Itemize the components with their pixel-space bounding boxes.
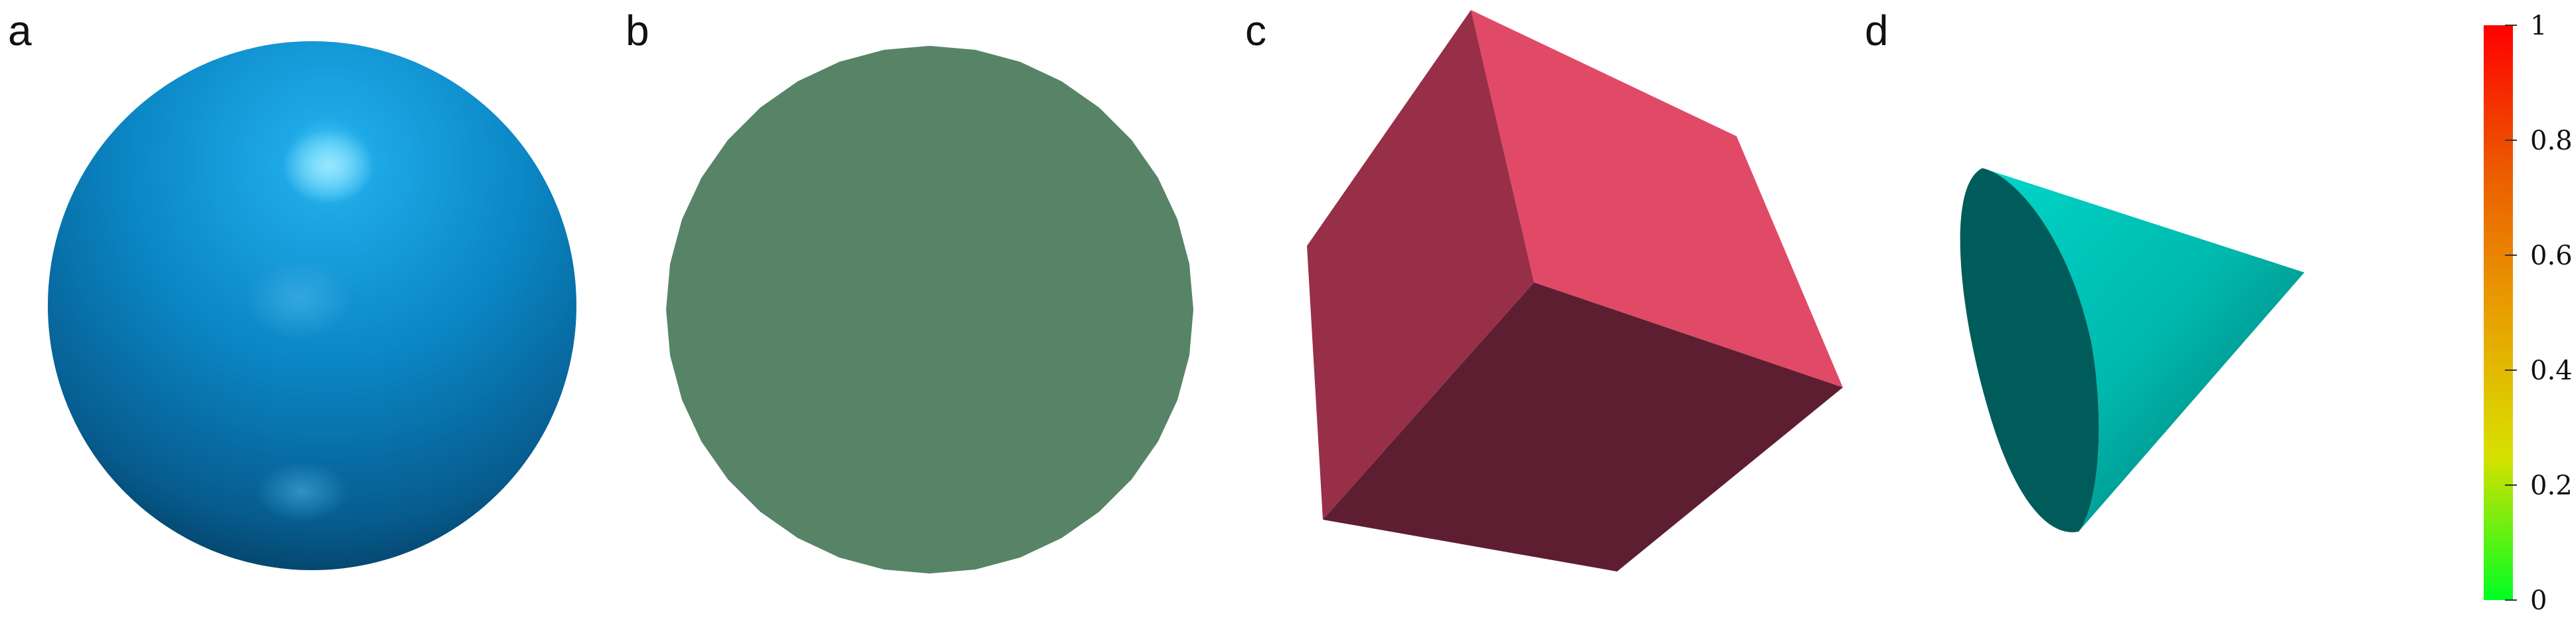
colorbar-tick-label: 0.2 [2530,470,2573,501]
colorbar-tick-label: 0.6 [2530,241,2573,271]
panel-label-b: b [626,7,649,54]
colorbar-tick-label: 0 [2530,585,2547,616]
colorbar-tick-label: 0.4 [2530,356,2573,386]
cone-side [1982,168,2304,532]
polygon-disc [666,46,1193,573]
sphere-reflection [256,462,349,522]
panel-b: b [626,7,1193,573]
panel-c: c [1245,7,1843,571]
panel-label-a: a [8,7,32,54]
cube-face-left [1307,10,1534,520]
colorbar-gradient [2484,25,2513,600]
panel-label-c: c [1245,7,1266,54]
colorbar-ticks: 0 0.2 0.4 0.6 0.8 1 [2505,11,2573,616]
panel-d: d [1865,7,2304,532]
panel-a: a [8,7,576,570]
sphere-reflection [246,259,352,339]
panel-label-d: d [1865,7,1889,54]
colorbar-tick-label: 1 [2530,11,2547,41]
colorbar-tick-label: 0.8 [2530,126,2573,156]
cone-base [1960,168,2099,532]
cube-face-bottom [1323,282,1843,571]
sphere-highlight [282,130,375,203]
cube-face-top [1471,10,1843,387]
colorbar: 0 0.2 0.4 0.6 0.8 1 [2484,11,2573,616]
